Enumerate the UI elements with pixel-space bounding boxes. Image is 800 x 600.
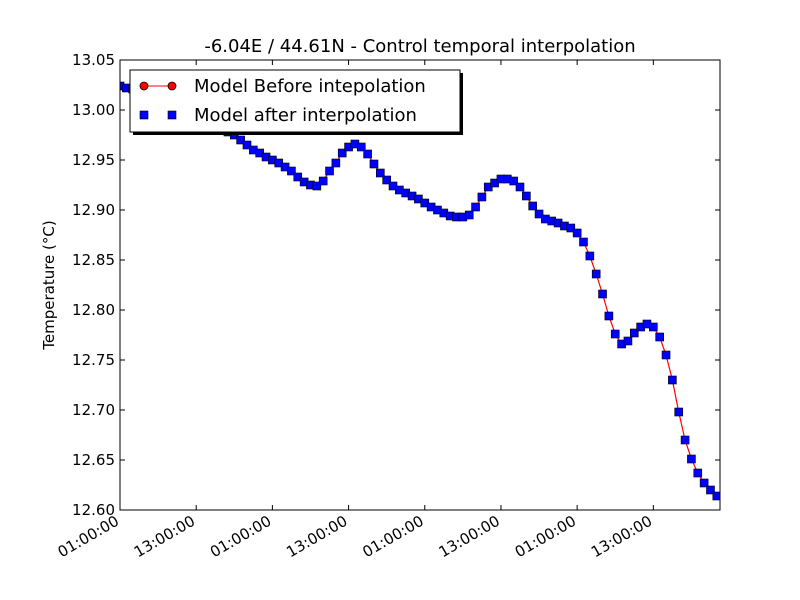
point-after-interpolation <box>331 158 341 168</box>
point-after-interpolation <box>693 468 703 478</box>
y-tick-label: 12.90 <box>72 201 115 219</box>
point-after-interpolation <box>668 375 677 385</box>
legend: Model Before intepolation Model after in… <box>129 69 463 135</box>
point-after-interpolation <box>687 454 696 464</box>
y-tick-label: 12.60 <box>72 501 115 519</box>
point-after-interpolation <box>376 168 385 178</box>
point-after-interpolation <box>579 237 588 247</box>
point-after-interpolation <box>293 172 303 182</box>
point-after-interpolation <box>649 322 658 332</box>
y-tick-label: 12.85 <box>72 251 115 269</box>
point-after-interpolation <box>477 192 487 202</box>
y-tick-label: 13.05 <box>72 51 115 69</box>
point-after-interpolation <box>572 228 582 238</box>
point-after-interpolation <box>591 269 601 279</box>
y-tick-label: 12.95 <box>72 151 115 169</box>
point-after-interpolation <box>515 182 525 192</box>
point-after-interpolation <box>356 142 366 152</box>
point-after-interpolation <box>312 181 322 191</box>
x-tick-label: 01:00:00 <box>512 512 579 561</box>
legend-label-before: Model Before intepolation <box>194 76 426 97</box>
x-tick-label: 01:00:00 <box>359 512 426 561</box>
x-tick-label: 01:00:00 <box>207 512 274 561</box>
point-after-interpolation <box>471 202 480 212</box>
point-after-interpolation <box>522 191 531 201</box>
series-line-before-interpolation <box>120 85 718 497</box>
point-after-interpolation <box>585 251 595 261</box>
point-after-interpolation <box>528 201 537 211</box>
point-after-interpolation <box>610 329 620 339</box>
point-after-interpolation <box>318 176 328 186</box>
y-tick-label: 12.65 <box>72 451 115 469</box>
legend-circle-marker <box>167 81 177 91</box>
point-after-interpolation <box>674 407 684 417</box>
chart-title: -6.04E / 44.61N - Control temporal inter… <box>204 36 635 57</box>
point-after-interpolation <box>325 166 334 176</box>
legend-circle-marker <box>139 81 149 91</box>
point-after-interpolation <box>598 289 607 299</box>
y-tick-label: 12.75 <box>72 351 115 369</box>
point-after-interpolation <box>655 332 664 342</box>
point-after-interpolation <box>566 223 576 233</box>
plot-data-layer <box>120 81 720 501</box>
point-after-interpolation <box>509 176 518 186</box>
plot-frame <box>119 59 721 511</box>
point-after-interpolation <box>369 159 379 169</box>
legend-square-marker <box>139 110 149 120</box>
point-after-interpolation <box>623 336 633 346</box>
point-after-interpolation <box>242 140 252 150</box>
point-after-interpolation <box>337 148 347 158</box>
y-tick-label: 12.80 <box>72 301 115 319</box>
x-tick-label: 13:00:00 <box>283 512 350 561</box>
point-after-interpolation <box>661 350 671 360</box>
point-after-interpolation <box>706 485 715 495</box>
y-axis-label: Temperature (°C) <box>40 220 58 350</box>
legend-square-marker <box>167 110 177 120</box>
point-after-interpolation <box>363 149 372 159</box>
y-tick-label: 13.00 <box>72 101 115 119</box>
point-after-interpolation <box>712 491 720 501</box>
x-tick-label: 13:00:00 <box>436 512 503 561</box>
point-after-interpolation <box>382 175 391 185</box>
legend-box <box>129 69 461 133</box>
y-tick-label: 12.70 <box>72 401 115 419</box>
x-tick-label: 13:00:00 <box>131 512 198 561</box>
point-after-interpolation <box>629 328 639 338</box>
x-tick-label: 01:00:00 <box>55 512 122 561</box>
point-after-interpolation <box>236 135 245 145</box>
point-after-interpolation <box>699 478 709 488</box>
point-after-interpolation <box>680 435 690 445</box>
point-after-interpolation <box>464 210 474 220</box>
x-tick-label: 13:00:00 <box>588 512 655 561</box>
legend-label-after: Model after interpolation <box>194 105 417 126</box>
point-after-interpolation <box>534 209 544 219</box>
point-after-interpolation <box>604 311 614 321</box>
point-after-interpolation <box>287 166 296 176</box>
